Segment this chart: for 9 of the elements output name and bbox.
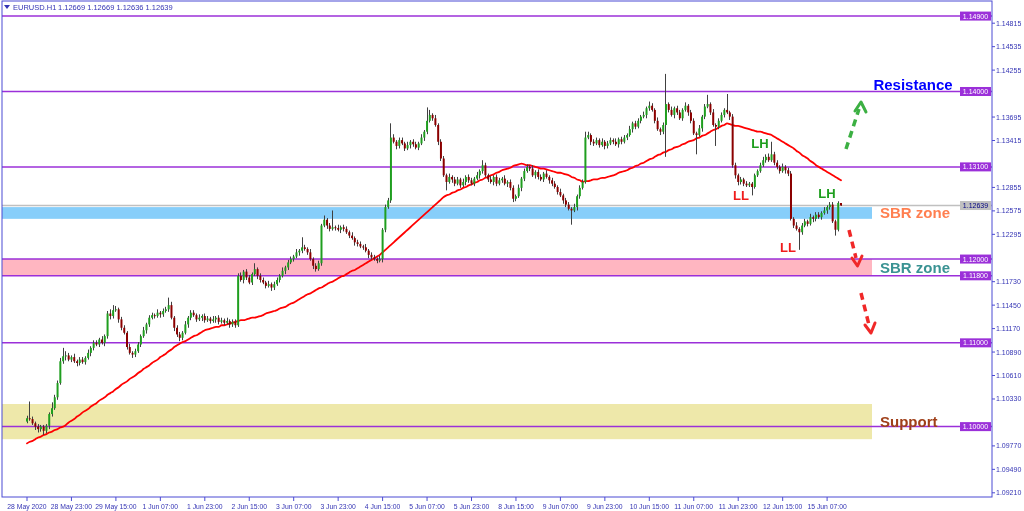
band-label: SBR zone	[880, 258, 951, 276]
annotation: LH	[818, 185, 836, 201]
annotation: LL	[780, 239, 796, 255]
line-series	[26, 122, 842, 445]
band-label: SBR zone	[880, 204, 951, 222]
band-label: Support	[880, 413, 938, 431]
text: Resistance	[873, 75, 953, 93]
annotation: LH	[751, 135, 769, 151]
annotation: LL	[733, 187, 749, 203]
